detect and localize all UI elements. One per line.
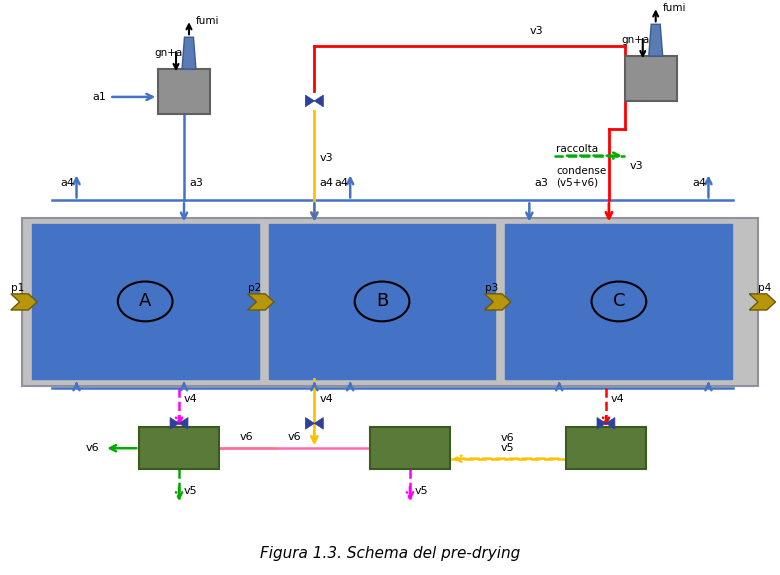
Text: v5: v5 [501,443,515,453]
Polygon shape [248,294,274,310]
Polygon shape [597,417,615,429]
Text: v5: v5 [415,486,428,496]
Text: A: A [139,293,151,310]
Text: p1: p1 [11,283,24,293]
Text: a3: a3 [189,178,203,189]
Text: v6: v6 [288,432,301,442]
Text: fumi: fumi [196,16,219,26]
FancyBboxPatch shape [22,218,758,385]
Polygon shape [11,294,37,310]
FancyBboxPatch shape [139,427,219,469]
Polygon shape [750,294,775,310]
Text: v3: v3 [530,26,543,36]
Polygon shape [306,95,324,107]
Text: C: C [612,293,625,310]
Text: raccolta: raccolta [556,144,598,154]
Text: v4: v4 [184,394,198,404]
Text: v5: v5 [184,486,197,496]
Text: v4: v4 [319,394,333,404]
Text: v6: v6 [240,432,254,442]
Text: Figura 1.3. Schema del pre-drying: Figura 1.3. Schema del pre-drying [260,546,520,561]
Text: v4: v4 [611,394,625,404]
Text: p2: p2 [248,283,261,293]
FancyBboxPatch shape [370,427,450,469]
Text: a4: a4 [693,178,707,189]
Text: a4: a4 [319,178,333,189]
Text: a3: a3 [534,178,548,189]
Text: p3: p3 [485,283,498,293]
FancyBboxPatch shape [268,224,495,378]
FancyBboxPatch shape [566,427,646,469]
Polygon shape [306,417,324,429]
Text: p4: p4 [757,283,771,293]
Text: gn+a: gn+a [154,48,183,58]
Text: v6: v6 [501,433,515,443]
Text: B: B [376,293,388,310]
FancyBboxPatch shape [625,56,676,101]
Polygon shape [182,37,196,69]
Text: a1: a1 [93,92,106,102]
Text: v3: v3 [629,160,644,171]
FancyBboxPatch shape [158,69,210,114]
Text: fumi: fumi [663,3,686,13]
Text: a4: a4 [335,178,349,189]
Text: condense: condense [556,166,606,175]
Polygon shape [649,24,663,56]
Text: gn+a: gn+a [621,35,649,45]
Text: v3: v3 [319,152,333,163]
Text: (v5+v6): (v5+v6) [556,178,598,187]
Text: a4: a4 [61,178,75,189]
Polygon shape [484,294,511,310]
Text: v6: v6 [86,443,99,453]
FancyBboxPatch shape [32,224,259,378]
Polygon shape [170,417,188,429]
FancyBboxPatch shape [505,224,732,378]
